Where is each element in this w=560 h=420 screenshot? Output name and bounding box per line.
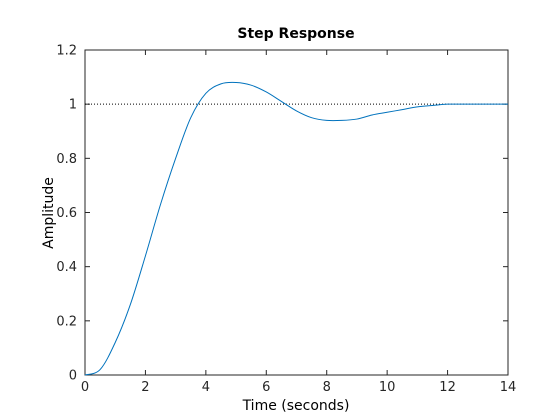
- y-tick-label: 0.2: [56, 314, 77, 329]
- y-axis-label: Amplitude: [41, 177, 57, 249]
- x-tick-label: 4: [202, 380, 210, 395]
- axis-ticks: [84, 49, 509, 376]
- y-tick-label: 0.4: [56, 260, 77, 275]
- y-tick-label: 0.6: [56, 206, 77, 221]
- x-axis-label: Time (seconds): [242, 398, 350, 414]
- x-tick-label: 0: [81, 380, 89, 395]
- series-line: [84, 81, 508, 376]
- y-tick-label: 1: [69, 98, 77, 113]
- x-tick-label: 10: [379, 380, 396, 395]
- x-tick-label: 2: [141, 380, 149, 395]
- axis-tick-labels: 0 2 4 6 8 10 12 14 0 0.2 0.4 0.6 0.8 1 1.2: [56, 44, 516, 396]
- x-tick-label: 12: [439, 380, 456, 395]
- y-tick-label: 0: [69, 369, 77, 384]
- x-tick-label: 8: [323, 380, 331, 395]
- x-tick-label: 6: [262, 380, 270, 395]
- plot-area: [84, 49, 509, 376]
- y-tick-label: 1.2: [56, 44, 77, 59]
- chart-title: Step Response: [237, 26, 354, 42]
- y-tick-label: 0.8: [56, 152, 77, 167]
- x-tick-label: 14: [500, 380, 517, 395]
